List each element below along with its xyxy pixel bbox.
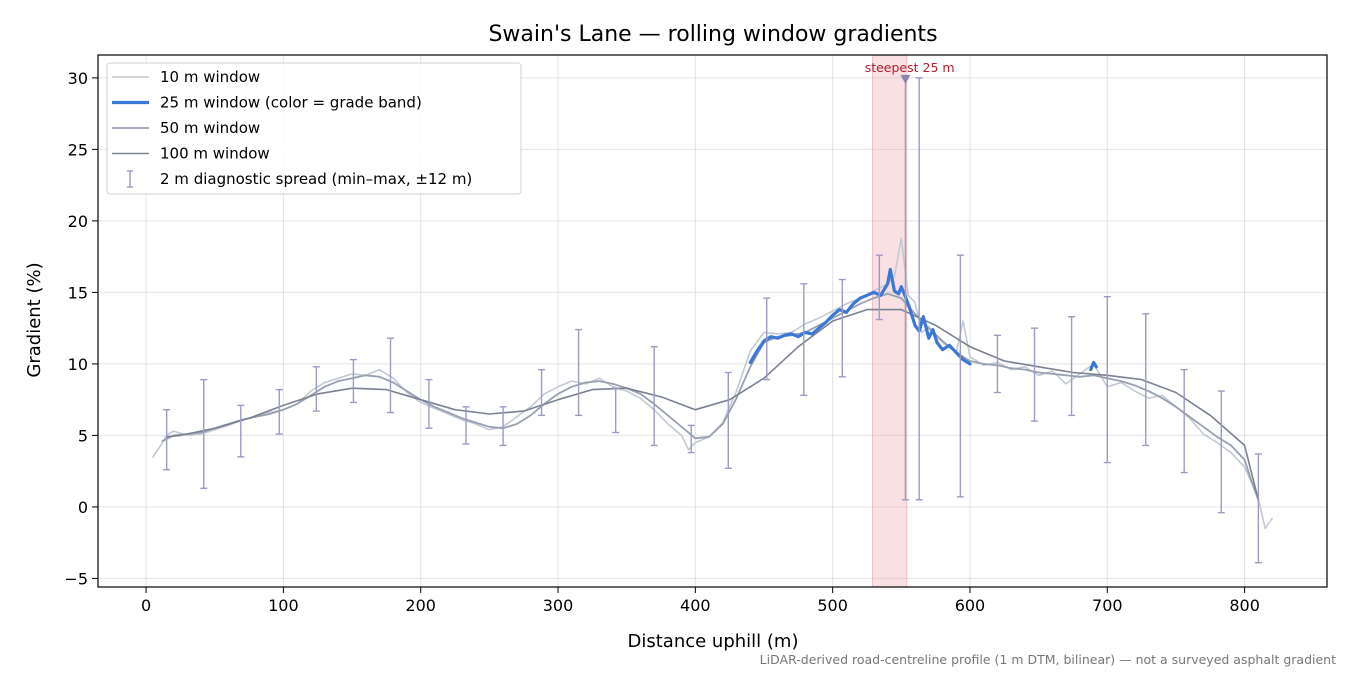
series-line-w25: [748, 267, 972, 366]
x-tick-label: 600: [955, 596, 986, 615]
series-line-w100: [165, 308, 1260, 501]
steepest-band: [871, 54, 908, 588]
y-tick-label: 0: [78, 498, 88, 517]
x-tick-label: 100: [268, 596, 299, 615]
y-tick-label: −5: [64, 569, 88, 588]
steepest-marker: [900, 74, 911, 84]
legend-label-w25: 25 m window (color = grade band): [160, 94, 422, 112]
legend-label-w100: 100 m window: [160, 145, 270, 163]
annotation-layer: steepest 25 m: [865, 60, 955, 84]
x-tick-label: 800: [1229, 596, 1260, 615]
x-axis-label: Distance uphill (m): [628, 631, 799, 652]
legend: 10 m window 25 m window (color = grade ba…: [106, 62, 522, 195]
x-tick-label: 700: [1092, 596, 1123, 615]
x-tick-label: 400: [680, 596, 711, 615]
x-tick-label: 200: [405, 596, 436, 615]
footnote: LiDAR-derived road-centreline profile (1…: [760, 652, 1336, 667]
x-tick-label: 500: [817, 596, 848, 615]
legend-label-diag: 2 m diagnostic spread (min–max, ±12 m): [160, 170, 472, 188]
chart-title: Swain's Lane — rolling window gradients: [488, 22, 937, 47]
plot-frame: [97, 54, 1328, 588]
y-tick-label: 20: [68, 212, 88, 231]
series-layer: [152, 237, 1273, 530]
y-tick-label: 25: [68, 140, 88, 159]
legend-label-w50: 50 m window: [160, 119, 260, 137]
x-tick-label: 0: [141, 596, 151, 615]
diagnostic-errorbars: [163, 77, 1262, 564]
series-line-w50: [161, 292, 1260, 501]
y-tick-label: 30: [68, 69, 88, 88]
x-tick-label: 300: [543, 596, 574, 615]
axis-ticks: 0 100 200 300 400 500 600 700 800 −5 0 5 10 15 20 25 30: [64, 69, 1259, 615]
y-tick-label: 10: [68, 355, 88, 374]
legend-box: [106, 62, 522, 195]
steepest-segment-highlight: [871, 54, 908, 588]
series-line-w25b: [1089, 360, 1098, 372]
y-axis-label: Gradient (%): [24, 262, 45, 377]
y-tick-label: 5: [78, 426, 88, 445]
steepest-label: steepest 25 m: [865, 60, 955, 75]
y-tick-label: 15: [68, 283, 88, 302]
legend-label-w10: 10 m window: [160, 68, 260, 86]
